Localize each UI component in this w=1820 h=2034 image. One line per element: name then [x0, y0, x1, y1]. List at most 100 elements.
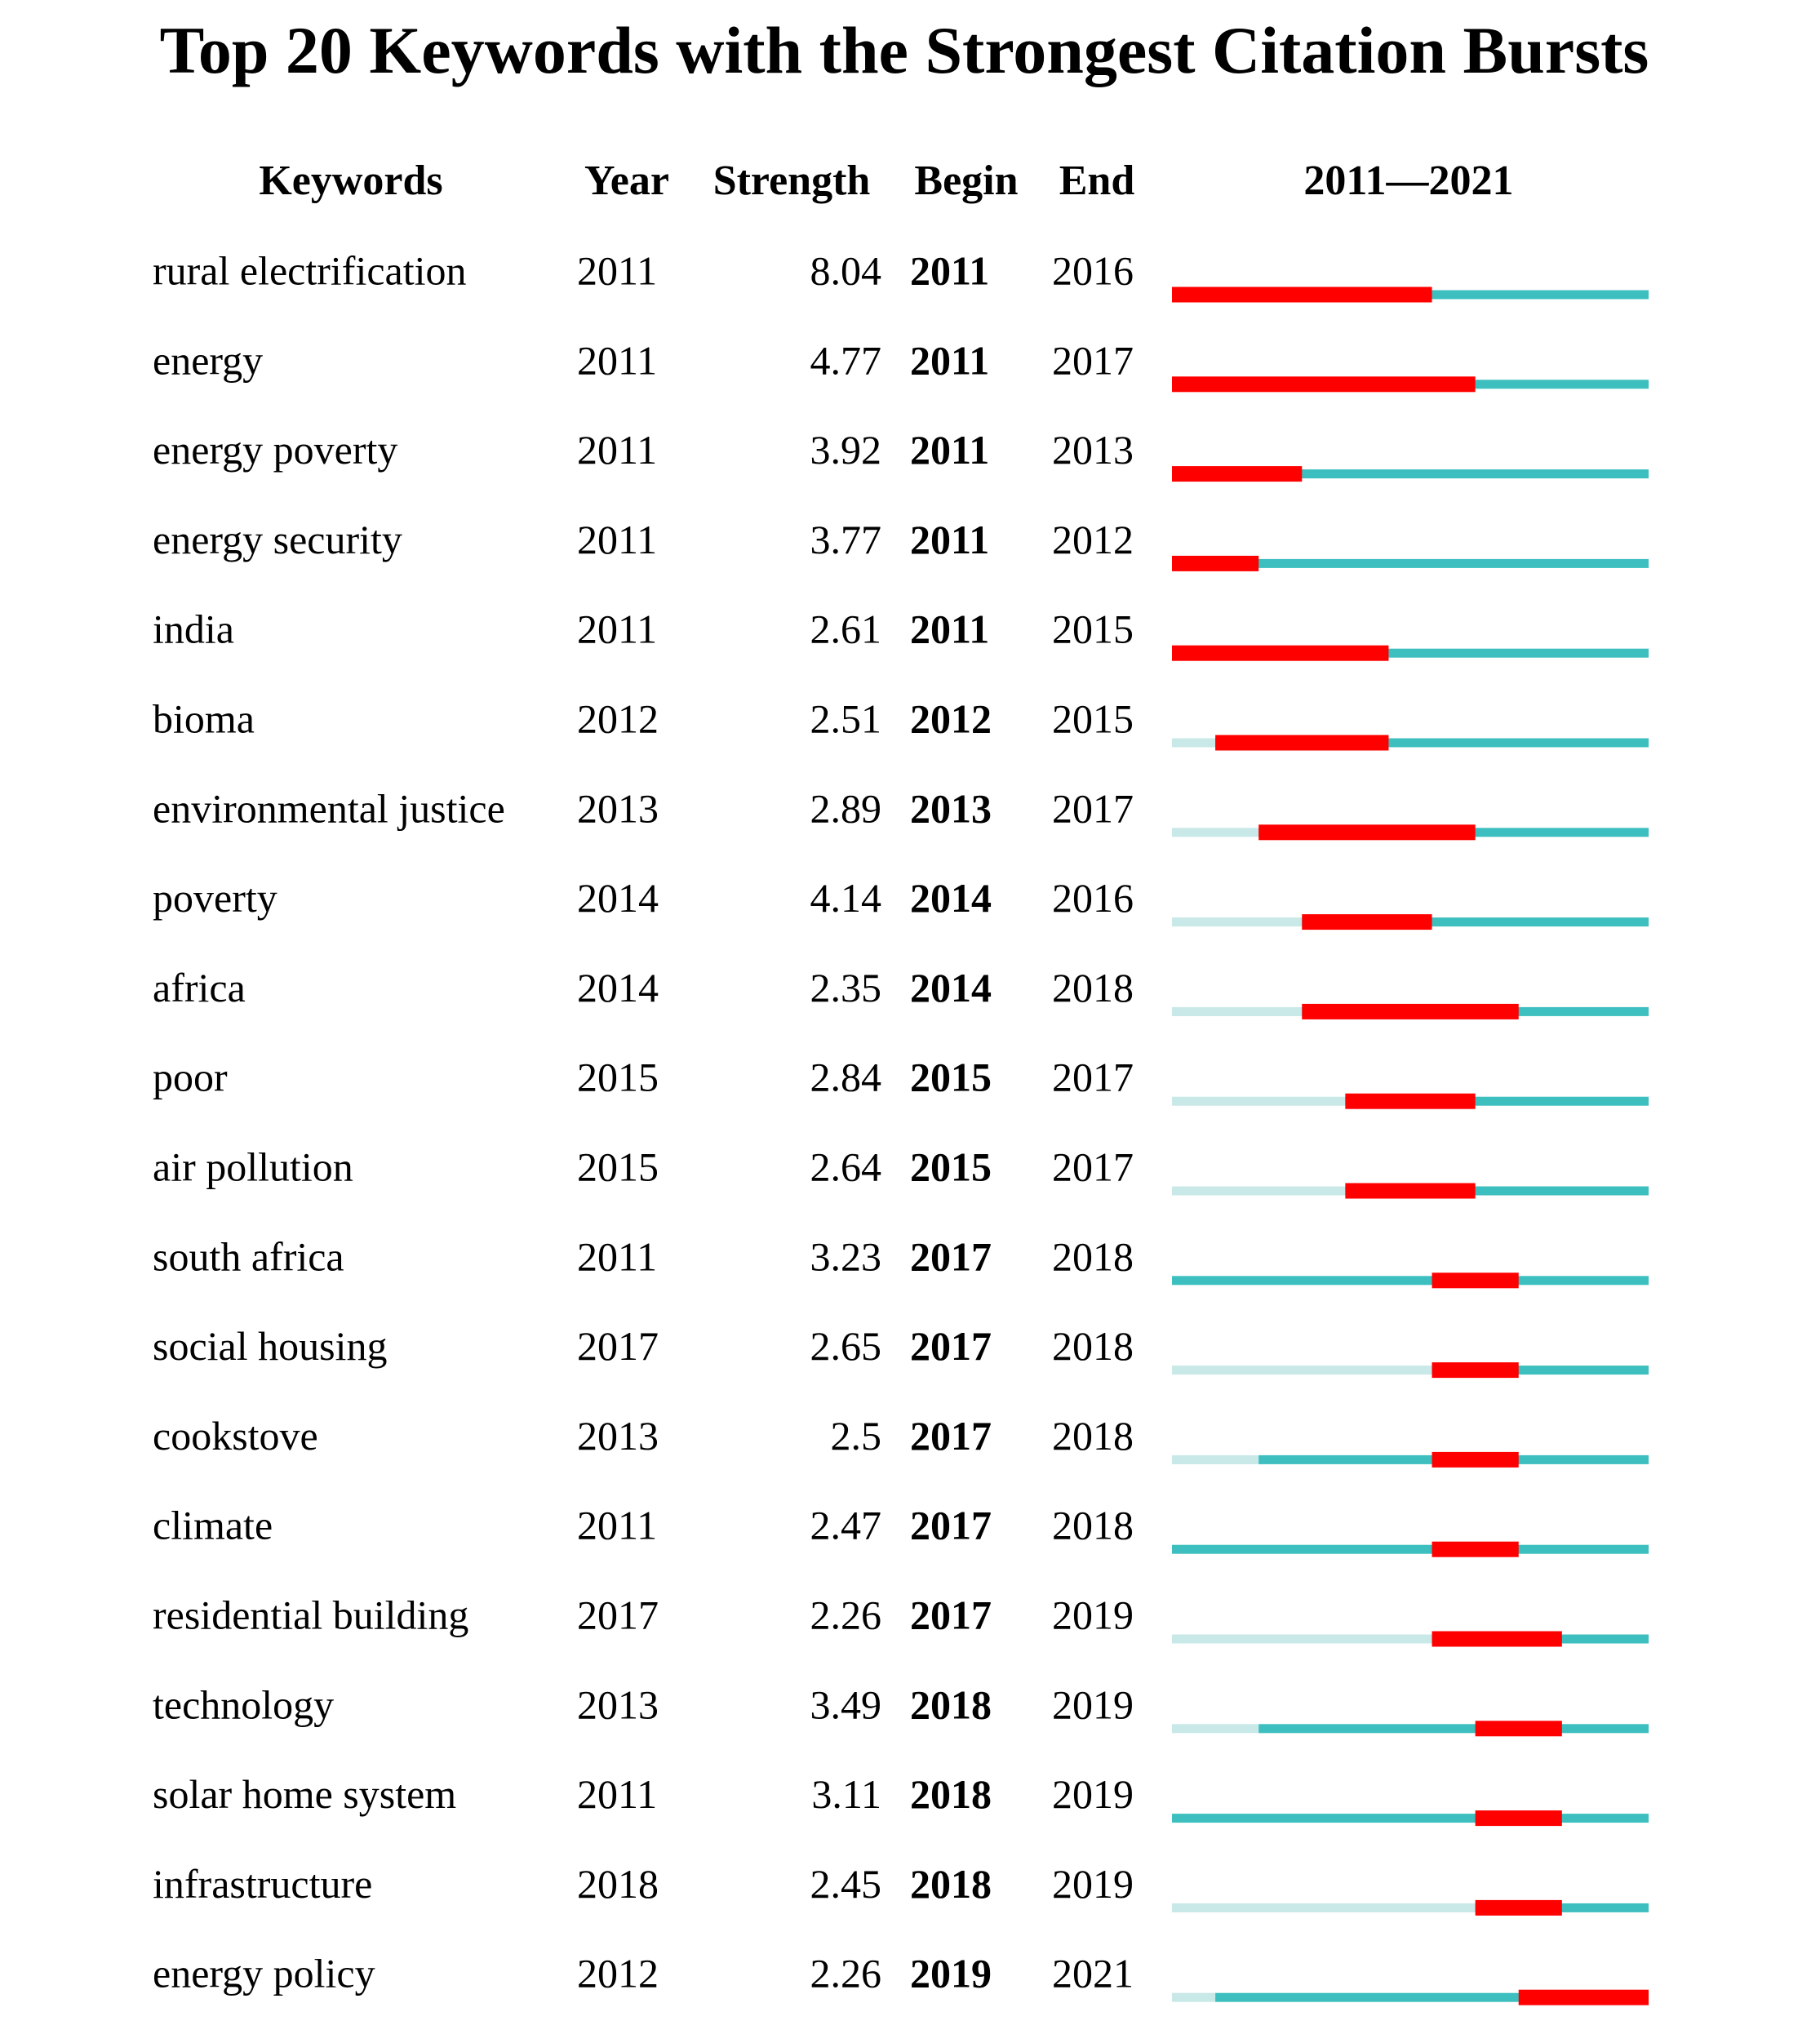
- inactive-span: [1172, 1903, 1476, 1912]
- header-timeline: 2011—2021: [1303, 158, 1513, 204]
- active-span: [1432, 1366, 1649, 1375]
- begin: 2017: [910, 1413, 992, 1459]
- strength: 3.77: [810, 517, 882, 562]
- begin: 2017: [910, 1323, 992, 1369]
- year: 2013: [577, 785, 659, 831]
- burst-span: [1258, 824, 1476, 841]
- active-span: [1215, 738, 1649, 748]
- keyword: india: [153, 606, 234, 652]
- keyword: infrastructure: [153, 1861, 372, 1907]
- burst-span: [1172, 645, 1389, 661]
- keyword: rural electrification: [153, 247, 467, 293]
- header-keywords: Keywords: [259, 158, 442, 204]
- end: 2018: [1052, 1503, 1134, 1548]
- strength: 3.49: [810, 1681, 882, 1727]
- burst-span: [1432, 1631, 1562, 1647]
- end: 2013: [1052, 427, 1134, 473]
- keyword: energy policy: [153, 1951, 375, 1996]
- begin: 2011: [910, 337, 989, 383]
- burst-span: [1302, 914, 1432, 930]
- year: 2012: [577, 695, 659, 741]
- begin: 2018: [910, 1681, 992, 1727]
- year: 2012: [577, 1951, 659, 1996]
- end: 2018: [1052, 1323, 1134, 1369]
- year: 2014: [577, 875, 659, 921]
- begin: 2017: [910, 1233, 992, 1279]
- active-span: [1258, 1724, 1649, 1734]
- year: 2015: [577, 1144, 659, 1189]
- end: 2019: [1052, 1592, 1134, 1637]
- strength: 2.26: [810, 1951, 882, 1996]
- end: 2017: [1052, 1144, 1134, 1189]
- chart-title: Top 20 Keywords with the Strongest Citat…: [160, 13, 1649, 87]
- end: 2017: [1052, 337, 1134, 383]
- inactive-span: [1172, 1724, 1259, 1734]
- end: 2021: [1052, 1951, 1134, 1996]
- inactive-span: [1172, 1006, 1303, 1016]
- burst-span: [1432, 1541, 1519, 1557]
- burst-span: [1518, 1989, 1649, 2005]
- strength: 4.77: [810, 337, 882, 383]
- end: 2017: [1052, 785, 1134, 831]
- keyword: energy: [153, 337, 263, 383]
- burst-span: [1345, 1093, 1476, 1109]
- header-end: End: [1059, 158, 1135, 204]
- strength: 2.45: [810, 1861, 882, 1907]
- keyword: energy poverty: [153, 427, 397, 473]
- burst-span: [1172, 555, 1259, 571]
- begin: 2014: [910, 875, 992, 921]
- burst-span: [1345, 1183, 1476, 1199]
- end: 2016: [1052, 875, 1134, 921]
- strength: 4.14: [810, 875, 882, 921]
- header-begin: Begin: [914, 158, 1018, 204]
- active-span: [1302, 917, 1649, 927]
- keyword: africa: [153, 965, 246, 1010]
- strength: 2.51: [810, 695, 882, 741]
- inactive-span: [1172, 1366, 1432, 1375]
- year: 2013: [577, 1681, 659, 1727]
- year: 2011: [577, 1233, 657, 1279]
- keyword: residential building: [153, 1592, 468, 1637]
- end: 2019: [1052, 1681, 1134, 1727]
- strength: 3.23: [810, 1233, 882, 1279]
- keyword: poverty: [153, 875, 277, 921]
- begin: 2015: [910, 1144, 992, 1189]
- active-span: [1172, 1814, 1649, 1823]
- end: 2018: [1052, 1233, 1134, 1279]
- active-span: [1172, 648, 1649, 658]
- strength: 2.26: [810, 1592, 882, 1637]
- strength: 2.61: [810, 606, 882, 652]
- strength: 3.11: [811, 1771, 881, 1817]
- strength: 2.5: [831, 1413, 882, 1459]
- active-span: [1215, 1992, 1649, 2002]
- inactive-span: [1172, 917, 1303, 927]
- inactive-span: [1172, 1096, 1346, 1106]
- begin: 2018: [910, 1861, 992, 1907]
- end: 2017: [1052, 1055, 1134, 1100]
- strength: 3.92: [810, 427, 882, 473]
- end: 2015: [1052, 606, 1134, 652]
- burst-span: [1475, 1899, 1562, 1916]
- begin: 2014: [910, 965, 992, 1010]
- active-span: [1345, 1096, 1649, 1106]
- keyword: cookstove: [153, 1413, 318, 1459]
- burst-span: [1475, 1810, 1562, 1827]
- burst-span: [1302, 1003, 1519, 1019]
- strength: 2.89: [810, 785, 882, 831]
- keyword: social housing: [153, 1323, 387, 1369]
- burst-span: [1215, 735, 1389, 751]
- inactive-span: [1172, 828, 1259, 837]
- keyword: bioma: [153, 695, 255, 741]
- inactive-span: [1172, 1454, 1259, 1464]
- strength: 2.84: [810, 1055, 882, 1100]
- begin: 2017: [910, 1592, 992, 1637]
- strength: 2.35: [810, 965, 882, 1010]
- year: 2011: [577, 517, 657, 562]
- year: 2011: [577, 247, 657, 293]
- burst-span: [1172, 376, 1476, 393]
- keyword: energy security: [153, 517, 402, 562]
- burst-span: [1432, 1362, 1519, 1379]
- end: 2018: [1052, 965, 1134, 1010]
- end: 2015: [1052, 695, 1134, 741]
- active-span: [1172, 558, 1649, 568]
